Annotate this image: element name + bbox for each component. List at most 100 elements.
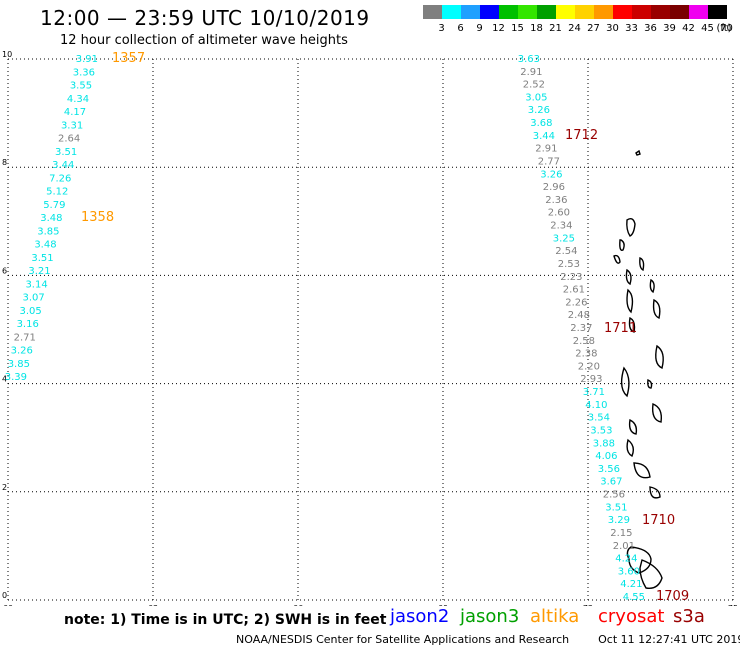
island-outline [620, 366, 630, 398]
island-outline [626, 217, 636, 237]
scale-label: 27 [587, 23, 600, 33]
wave-height-label: 3.31 [61, 120, 83, 131]
wave-height-label: 2.48 [568, 310, 590, 321]
scale-swatch [594, 5, 613, 19]
scale-label: 24 [568, 23, 581, 33]
wave-height-label: 2.77 [538, 156, 560, 167]
pass-time-label: 1357 [112, 51, 145, 66]
scale-label: 36 [644, 23, 657, 33]
island-outline [628, 418, 638, 435]
wave-height-label: 4.21 [620, 579, 642, 590]
satellite-label-altika: altika [530, 606, 580, 627]
wave-height-label: 3.44 [533, 131, 555, 142]
scale-label: 3 [438, 23, 444, 33]
island-outline [652, 298, 661, 319]
page-title: 12:00 — 23:59 UTC 10/10/2019 [40, 6, 370, 30]
island-outline [626, 288, 634, 314]
wave-height-label: 3.88 [593, 438, 615, 449]
wave-height-label: 2.01 [613, 541, 635, 552]
wave-height-map: 60 63 66 69 72 75 0 2 4 6 8 10 3.91 3.36 3.55 4.34 4.17 3… [2, 50, 738, 606]
wave-height-label: 2.23 [560, 272, 582, 283]
scale-swatch [537, 5, 556, 19]
wave-height-label: 3.16 [17, 319, 39, 330]
island-outline [651, 403, 663, 423]
pass-time-label: 1358 [81, 210, 114, 225]
wave-height-label: 2.36 [545, 195, 567, 206]
scale-label: 33 [625, 23, 638, 33]
wave-height-label: 2.37 [570, 323, 592, 334]
scale-label: 6 [457, 23, 463, 33]
island-outline [619, 239, 625, 251]
wave-height-label: 3.29 [608, 515, 630, 526]
wave-height-label: 2.52 [523, 80, 545, 91]
wave-height-label: 3.63 [518, 54, 540, 65]
scale-label: 15 [511, 23, 524, 33]
wave-height-label: 2.91 [520, 67, 542, 78]
island-outline [649, 486, 661, 499]
wave-height-label: 2.93 [580, 374, 602, 385]
wave-height-label: 7.26 [49, 173, 71, 184]
wave-height-label: 2.91 [535, 144, 557, 155]
wave-height-label: 2.34 [550, 221, 572, 232]
scale-swatch [480, 5, 499, 19]
scale-swatch [689, 5, 708, 19]
scale-swatch [575, 5, 594, 19]
y-tick-label: 10 [2, 50, 12, 59]
pass-time-label: 1711 [604, 321, 637, 336]
wave-height-label: 3.54 [588, 413, 610, 424]
scale-label: 30 [606, 23, 619, 33]
x-tick-label: 72 [583, 604, 593, 606]
scale-swatch [632, 5, 651, 19]
wave-height-label: 3.25 [553, 233, 575, 244]
wave-height-label: 4.34 [67, 94, 89, 105]
wave-height-label: 3.44 [52, 160, 74, 171]
scale-swatch [442, 5, 461, 19]
wave-height-label: 3.21 [28, 266, 50, 277]
island-outline [639, 559, 663, 589]
page-subtitle: 12 hour collection of altimeter wave hei… [60, 33, 348, 48]
wave-height-label: 5.12 [46, 187, 68, 198]
wave-height-label: 3.68 [530, 118, 552, 129]
wave-height-label: 2.61 [563, 285, 585, 296]
island-outline [633, 462, 651, 479]
scale-swatch [651, 5, 670, 19]
x-tick-label: 60 [3, 604, 13, 606]
island-outline [647, 379, 653, 389]
y-tick-label: 6 [2, 266, 7, 275]
wave-height-label: 4.17 [64, 107, 86, 118]
wave-height-label: 2.96 [543, 182, 565, 193]
wave-height-label: 2.58 [573, 336, 595, 347]
satellite-label-jason2: jason2 [390, 606, 450, 627]
scale-swatch [670, 5, 689, 19]
scale-swatch [423, 5, 442, 19]
x-tick-label: 63 [148, 604, 158, 606]
scale-label: 70 [720, 23, 733, 33]
wave-height-label: 3.48 [40, 213, 62, 224]
wave-height-label: 3.26 [528, 105, 550, 116]
wave-height-label: 3.51 [31, 253, 53, 264]
scale-swatch [613, 5, 632, 19]
wave-height-label: 3.55 [70, 81, 92, 92]
scale-label: 42 [682, 23, 695, 33]
pass-time-label: 1709 [656, 589, 689, 604]
footer: NOAA/NESDIS Center for Satellite Applica… [236, 633, 740, 646]
wave-height-label: 2.56 [603, 490, 625, 501]
x-tick-label: 69 [438, 604, 448, 606]
x-tick-label: 66 [293, 604, 303, 606]
wave-height-label: 4.55 [623, 592, 645, 603]
y-tick-label: 4 [2, 375, 7, 384]
satellite-label-s3a: s3a [673, 606, 705, 627]
wave-height-label: 2.54 [555, 246, 577, 257]
scale-label: 45 [701, 23, 714, 33]
island-outline [628, 316, 636, 333]
wave-height-label: 2.64 [58, 134, 80, 145]
y-tick-label: 2 [2, 483, 7, 492]
pass-time-label: 1710 [642, 513, 675, 528]
wave-height-label: 2.71 [14, 332, 36, 343]
satellite-label-cryosat: cryosat [598, 606, 665, 627]
y-tick-label: 8 [2, 158, 7, 167]
wave-height-label: 2.15 [610, 528, 632, 539]
wave-height-label: 3.56 [598, 464, 620, 475]
wave-height-label: 3.60 [618, 566, 640, 577]
scale-label: 12 [492, 23, 505, 33]
